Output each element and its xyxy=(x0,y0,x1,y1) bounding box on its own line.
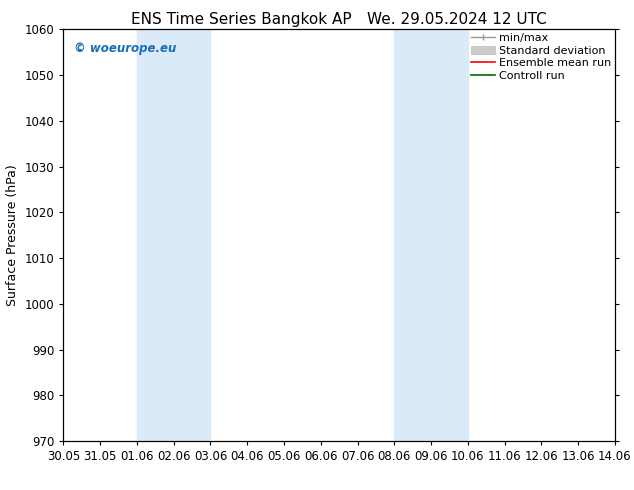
Bar xyxy=(137,29,210,441)
Y-axis label: Surface Pressure (hPa): Surface Pressure (hPa) xyxy=(6,164,19,306)
Legend: min/max, Standard deviation, Ensemble mean run, Controll run: min/max, Standard deviation, Ensemble me… xyxy=(470,33,612,81)
Text: ENS Time Series Bangkok AP: ENS Time Series Bangkok AP xyxy=(131,12,351,27)
Text: We. 29.05.2024 12 UTC: We. 29.05.2024 12 UTC xyxy=(366,12,547,27)
Bar xyxy=(394,29,468,441)
Text: © woeurope.eu: © woeurope.eu xyxy=(74,42,177,55)
